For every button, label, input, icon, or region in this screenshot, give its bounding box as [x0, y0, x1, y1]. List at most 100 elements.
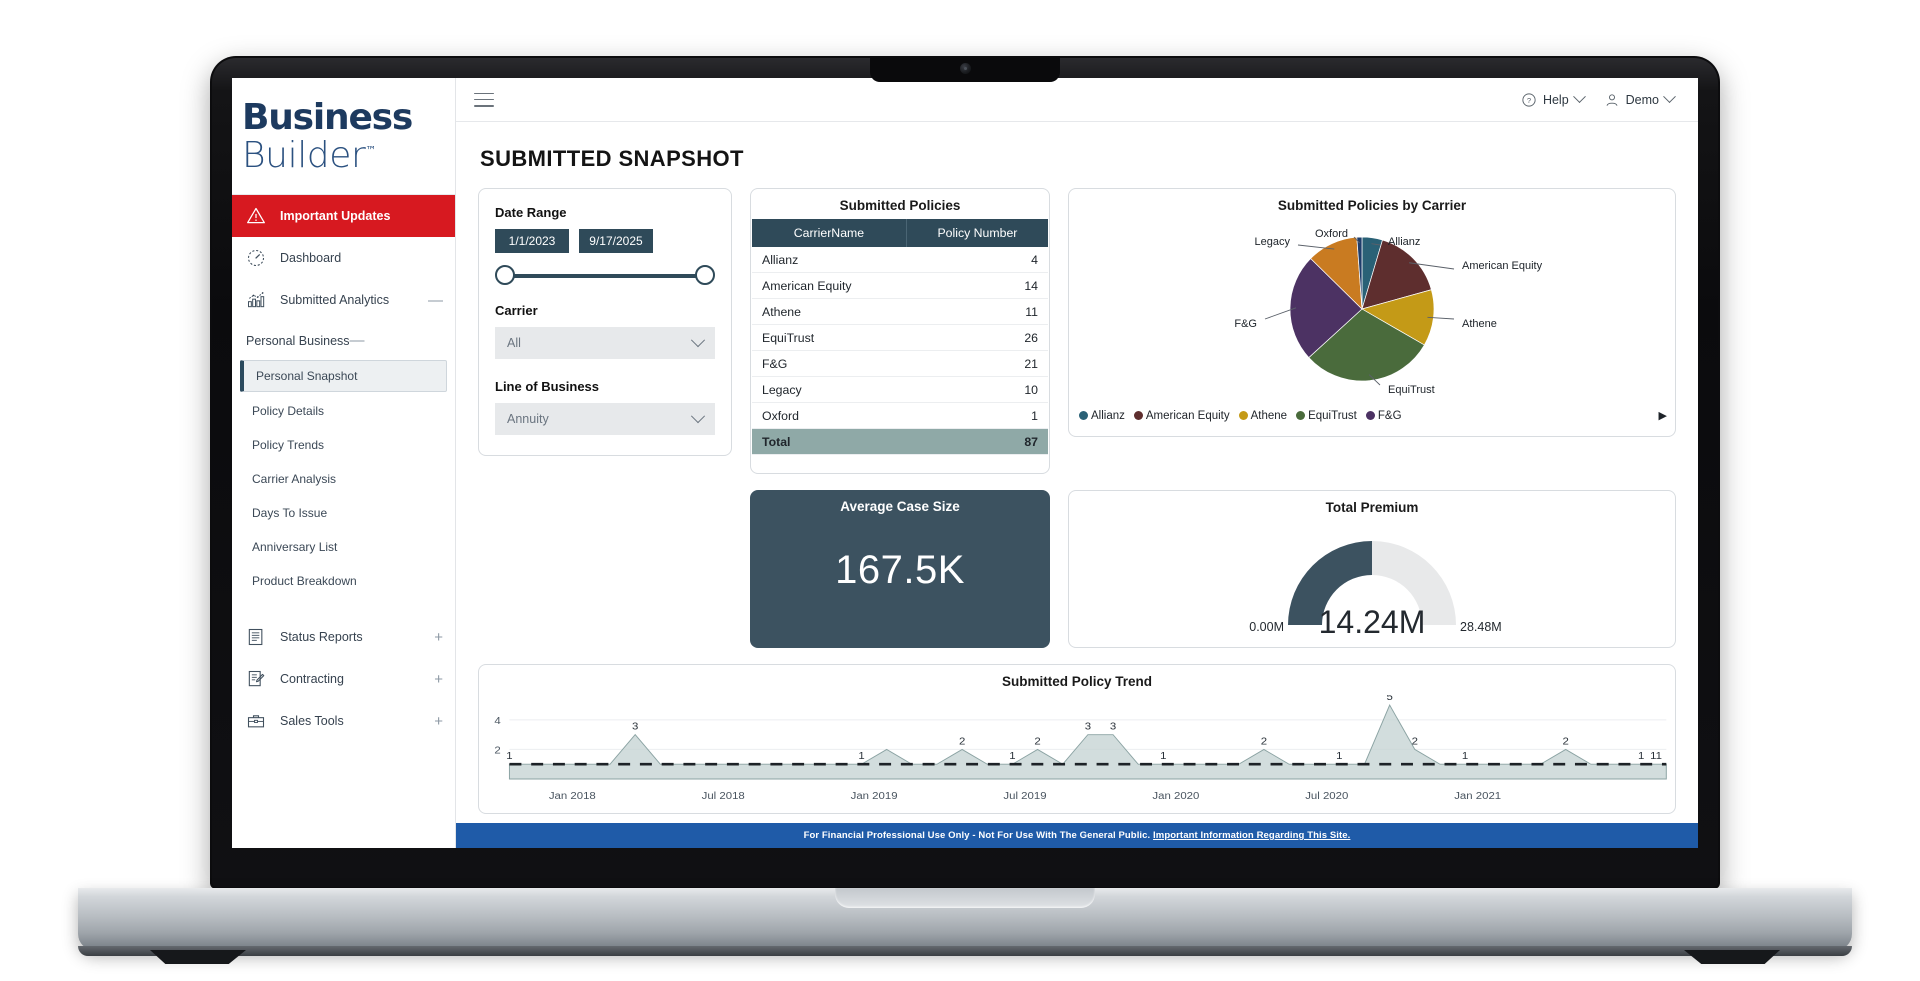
legend-item[interactable]: F&G [1365, 409, 1402, 422]
warning-triangle-icon [246, 206, 266, 226]
legend-item[interactable]: Athene [1238, 409, 1288, 422]
gauge-track-arc [1372, 541, 1456, 625]
legend-next-arrow-icon[interactable]: ▶ [1658, 410, 1667, 422]
sidebar-item-policy-details[interactable]: Policy Details [240, 396, 447, 426]
briefcase-icon [246, 711, 266, 731]
cell-carrier: Allianz [752, 247, 907, 273]
data-point-label: 2 [1034, 736, 1040, 747]
data-point-label: 11 [1650, 751, 1662, 762]
user-menu[interactable]: Demo [1598, 90, 1680, 108]
sidebar-item-days-to-issue[interactable]: Days To Issue [240, 498, 447, 528]
sidebar-item-dashboard[interactable]: Dashboard [232, 237, 455, 279]
footer-text: For Financial Professional Use Only - No… [803, 830, 1154, 841]
pie-slice[interactable] [1289, 258, 1363, 359]
pie-leader-line [1297, 244, 1335, 250]
column-header-policy-number[interactable]: Policy Number [905, 219, 1048, 247]
y-axis-tick-label: 2 [494, 745, 500, 756]
sidebar-item-label: Contracting [280, 672, 344, 687]
sidebar-item-label: Submitted Analytics [280, 293, 390, 308]
topbar-right-group: ? Help Demo [1515, 90, 1680, 108]
filters-panel: Date Range 1/1/2023 9/17/2025 [478, 188, 732, 456]
sub-item-label: Personal Snapshot [256, 369, 358, 384]
legend-color-dot [1238, 411, 1248, 420]
help-menu[interactable]: ? Help [1515, 90, 1590, 108]
footer-link[interactable]: Important Information Regarding This Sit… [1153, 830, 1351, 841]
sub-item-label: Anniversary List [252, 540, 338, 555]
sidebar-item-sales-tools[interactable]: Sales Tools + [232, 700, 455, 742]
pie-slice-label: F&G [1234, 318, 1257, 330]
sidebar-item-product-breakdown[interactable]: Product Breakdown [240, 566, 447, 596]
laptop-foot-left [150, 950, 246, 964]
slider-handle-right[interactable] [695, 265, 715, 285]
legend-item[interactable]: American Equity [1133, 410, 1230, 422]
table-row[interactable]: Oxford 1 [752, 402, 1048, 429]
gauge-min-label: 0.00M [1249, 620, 1284, 634]
column-header-carriername[interactable]: CarrierName [752, 219, 907, 247]
sidebar-item-personal-snapshot[interactable]: Personal Snapshot [240, 360, 447, 393]
pie-slice-label: Allianz [1388, 236, 1420, 248]
pie-chart[interactable]: Allianz American Equity Athene EquiTrust F&G… [1069, 219, 1675, 405]
carrier-select[interactable]: All [495, 327, 715, 359]
cell-carrier: American Equity [752, 272, 907, 299]
trademark-mark: ™ [365, 144, 377, 157]
legend-label: Athene [1250, 409, 1288, 422]
table-row[interactable]: F&G 21 [752, 350, 1048, 377]
pie-chart-svg: Allianz American Equity Athene EquiTrust F&G… [1234, 228, 1542, 396]
content-region: SUBMITTED SNAPSHOT Date Range 1/1/2023 9… [456, 122, 1698, 823]
sidebar-item-carrier-analysis[interactable]: Carrier Analysis [240, 464, 447, 494]
expand-toggle[interactable]: + [434, 628, 443, 646]
chevron-down-icon [1572, 90, 1586, 104]
collapse-toggle[interactable]: — [349, 332, 365, 350]
trend-chart-title: Submitted Policy Trend [1001, 674, 1153, 689]
sidebar-item-anniversary-list[interactable]: Anniversary List [240, 532, 447, 562]
legend-item[interactable]: Allianz [1079, 410, 1125, 422]
trend-chart[interactable]: 2 4 1 3 1 2 1 2 3 3 1 2 1 5 2 1 2 1 11 Jan 2018 Jul 2018 Jan … [479, 691, 1675, 807]
table-row[interactable]: American Equity 14 [752, 272, 1048, 299]
pie-slice[interactable] [1356, 236, 1363, 310]
sidebar-item-policy-trends[interactable]: Policy Trends [240, 430, 447, 460]
sub-item-label: Policy Details [252, 404, 325, 419]
line-of-business-select[interactable]: Annuity [495, 403, 715, 435]
sidebar-item-contracting[interactable]: Contracting + [232, 658, 455, 700]
pie-slice-label: Athene [1462, 318, 1497, 330]
date-range-slider[interactable] [495, 265, 715, 287]
table-row[interactable]: Legacy 10 [752, 376, 1048, 403]
laptop-foot-right [1684, 950, 1780, 964]
expand-toggle[interactable]: + [434, 670, 443, 688]
table-row[interactable]: EquiTrust 26 [752, 324, 1048, 351]
average-case-size-value: 167.5K [835, 548, 965, 592]
question-circle-icon: ? [1521, 92, 1537, 108]
collapse-toggle[interactable]: — [428, 291, 443, 309]
chevron-down-icon [1663, 90, 1676, 104]
laptop-base-notch [835, 888, 1095, 908]
table-row[interactable]: Allianz 4 [752, 247, 1048, 273]
sidebar-item-status-reports[interactable]: Status Reports + [232, 616, 455, 658]
help-label: Help [1542, 92, 1569, 107]
sidebar-group-personal-business[interactable]: Personal Business — [232, 321, 455, 358]
sidebar-item-important-updates[interactable]: Important Updates [232, 195, 455, 238]
sidebar-item-submitted-analytics[interactable]: Submitted Analytics — [232, 279, 455, 321]
legend-item[interactable]: EquiTrust [1296, 410, 1357, 422]
laptop-lid: Business Builder™ Important Updates [210, 56, 1720, 889]
pie-slice[interactable] [1361, 239, 1432, 310]
trend-area-series [508, 704, 1667, 780]
legend-color-dot [1365, 411, 1375, 420]
pie-slice[interactable] [1308, 308, 1425, 382]
cell-policy-number: 26 [906, 324, 1048, 351]
pie-leader-line [1368, 374, 1381, 386]
expand-toggle[interactable]: + [434, 712, 443, 730]
date-end-input[interactable]: 9/17/2025 [579, 229, 653, 253]
sidebar-item-label: Dashboard [280, 251, 342, 266]
x-axis-tick-label: Jul 2019 [1003, 790, 1046, 801]
slider-handle-left[interactable] [495, 265, 515, 285]
brand-logo[interactable]: Business Builder™ [232, 78, 455, 196]
sidebar-item-label: Status Reports [280, 630, 363, 645]
table-row[interactable]: Athene 11 [752, 298, 1048, 325]
date-start-input[interactable]: 1/1/2023 [495, 229, 569, 253]
legend-label: F&G [1377, 409, 1402, 422]
x-axis-tick-label: Jan 2020 [1152, 790, 1199, 801]
carrier-selected-value: All [507, 336, 521, 350]
hamburger-icon[interactable] [474, 92, 494, 107]
cell-total-value: 87 [906, 428, 1048, 455]
